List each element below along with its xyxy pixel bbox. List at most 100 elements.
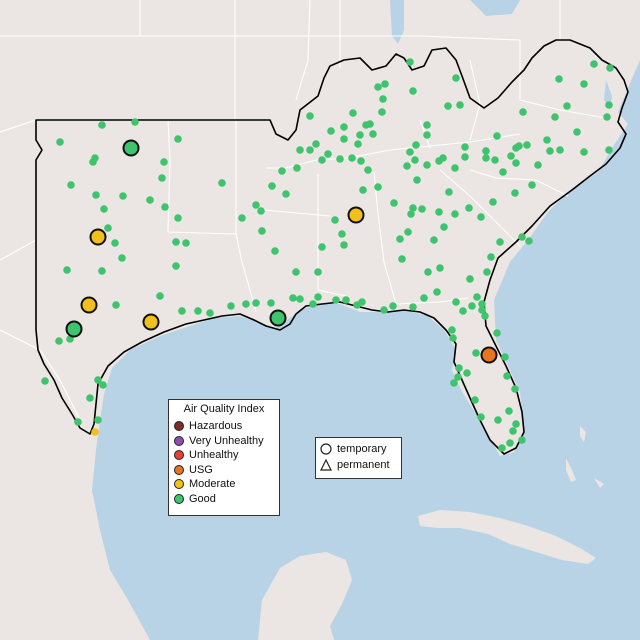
monitor-good-small[interactable] <box>89 158 97 166</box>
monitor-good-small[interactable] <box>423 131 431 139</box>
monitor-good-small[interactable] <box>499 168 507 176</box>
monitor-good-small[interactable] <box>450 379 458 387</box>
monitor-good-small[interactable] <box>483 268 491 276</box>
monitor-good-small[interactable] <box>378 108 386 116</box>
monitor-good-small[interactable] <box>172 262 180 270</box>
monitor-good-small[interactable] <box>314 293 322 301</box>
monitor-good-small[interactable] <box>519 108 527 116</box>
monitor-good-small[interactable] <box>348 154 356 162</box>
monitor-good-small[interactable] <box>396 235 404 243</box>
monitor-good-small[interactable] <box>158 174 166 182</box>
monitor-good-small[interactable] <box>605 101 613 109</box>
monitor-good-small[interactable] <box>420 294 428 302</box>
monitor-good-small[interactable] <box>119 192 127 200</box>
monitor-good-small[interactable] <box>489 198 497 206</box>
monitor-good-small[interactable] <box>551 113 559 121</box>
monitor-good-small[interactable] <box>252 299 260 307</box>
monitor-good-small[interactable] <box>477 413 485 421</box>
monitor-good-small[interactable] <box>563 102 571 110</box>
monitor-good-small[interactable] <box>86 394 94 402</box>
monitor-good-small[interactable] <box>218 179 226 187</box>
monitor-good-small[interactable] <box>340 123 348 131</box>
monitor-good-small[interactable] <box>511 189 519 197</box>
monitor-good-small[interactable] <box>306 146 314 154</box>
monitor-good-small[interactable] <box>98 267 106 275</box>
monitor-good-small[interactable] <box>455 364 463 372</box>
monitor-good-small[interactable] <box>452 298 460 306</box>
monitor-good-small[interactable] <box>369 130 377 138</box>
monitor-good-small[interactable] <box>100 205 108 213</box>
monitor-good-small[interactable] <box>555 75 563 83</box>
monitor-good-small[interactable] <box>478 300 486 308</box>
monitor-good-small[interactable] <box>503 372 511 380</box>
monitor-good-small[interactable] <box>94 416 102 424</box>
monitor-good-small[interactable] <box>309 300 317 308</box>
monitor-good-small[interactable] <box>92 191 100 199</box>
monitor-good-small[interactable] <box>603 113 611 121</box>
monitor-good-small[interactable] <box>381 80 389 88</box>
monitor-usg-temporary[interactable] <box>480 346 498 364</box>
monitor-good-small[interactable] <box>407 210 415 218</box>
monitor-good-small[interactable] <box>452 74 460 82</box>
monitor-good-small[interactable] <box>472 349 480 357</box>
monitor-good-small[interactable] <box>409 87 417 95</box>
monitor-good-small[interactable] <box>318 243 326 251</box>
monitor-good-small[interactable] <box>518 233 526 241</box>
monitor-good-small[interactable] <box>518 436 526 444</box>
monitor-good-small[interactable] <box>580 148 588 156</box>
monitor-good-small[interactable] <box>511 385 519 393</box>
monitor-good-small[interactable] <box>456 101 464 109</box>
monitor-good-small[interactable] <box>312 140 320 148</box>
monitor-good-small[interactable] <box>161 203 169 211</box>
monitor-good-small[interactable] <box>99 381 107 389</box>
monitor-good-small[interactable] <box>390 199 398 207</box>
monitor-good-small[interactable] <box>160 158 168 166</box>
monitor-good-small[interactable] <box>605 146 613 154</box>
monitor-good-small[interactable] <box>55 337 63 345</box>
monitor-good-small[interactable] <box>98 121 106 129</box>
monitor-good-small[interactable] <box>182 239 190 247</box>
monitor-good-small[interactable] <box>459 307 467 315</box>
monitor-good-small[interactable] <box>332 296 340 304</box>
monitor-good-small[interactable] <box>404 228 412 236</box>
monitor-good-small[interactable] <box>379 95 387 103</box>
monitor-good-small[interactable] <box>340 241 348 249</box>
monitor-good-small[interactable] <box>293 164 301 172</box>
monitor-good-small[interactable] <box>507 152 515 160</box>
monitor-moderate-small[interactable] <box>91 428 99 436</box>
monitor-good-small[interactable] <box>512 420 520 428</box>
monitor-good-small[interactable] <box>63 266 71 274</box>
monitor-good-small[interactable] <box>278 167 286 175</box>
monitor-good-small[interactable] <box>430 236 438 244</box>
monitor-moderate-temporary[interactable] <box>80 296 98 314</box>
monitor-moderate-temporary[interactable] <box>347 206 365 224</box>
monitor-good-small[interactable] <box>478 306 486 314</box>
monitor-good-small[interactable] <box>146 196 154 204</box>
monitor-good-small[interactable] <box>606 64 614 72</box>
monitor-good-small[interactable] <box>406 148 414 156</box>
monitor-good-small[interactable] <box>418 205 426 213</box>
monitor-good-small[interactable] <box>493 132 501 140</box>
monitor-good-small[interactable] <box>172 238 180 246</box>
monitor-good-small[interactable] <box>466 275 474 283</box>
monitor-good-small[interactable] <box>56 138 64 146</box>
monitor-good-small[interactable] <box>267 299 275 307</box>
monitor-good-small[interactable] <box>318 156 326 164</box>
monitor-good-small[interactable] <box>543 136 551 144</box>
monitor-good-small[interactable] <box>282 190 290 198</box>
monitor-good-small[interactable] <box>505 407 513 415</box>
monitor-good-small[interactable] <box>424 268 432 276</box>
monitor-good-small[interactable] <box>482 154 490 162</box>
monitor-good-small[interactable] <box>471 396 479 404</box>
monitor-good-small[interactable] <box>296 146 304 154</box>
monitor-good-small[interactable] <box>357 157 365 165</box>
monitor-good-temporary[interactable] <box>65 320 83 338</box>
monitor-good-small[interactable] <box>482 147 490 155</box>
monitor-good-small[interactable] <box>289 294 297 302</box>
monitor-good-small[interactable] <box>445 188 453 196</box>
monitor-good-small[interactable] <box>451 210 459 218</box>
monitor-good-small[interactable] <box>590 60 598 68</box>
monitor-good-small[interactable] <box>258 227 266 235</box>
monitor-good-small[interactable] <box>491 156 499 164</box>
monitor-good-temporary[interactable] <box>122 139 140 157</box>
